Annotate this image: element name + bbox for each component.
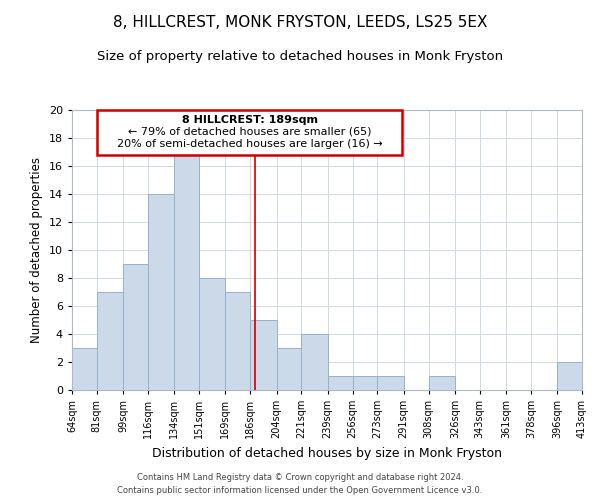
Bar <box>377 376 404 390</box>
Bar <box>277 348 301 390</box>
X-axis label: Distribution of detached houses by size in Monk Fryston: Distribution of detached houses by size … <box>152 446 502 460</box>
Bar <box>199 278 226 390</box>
Bar <box>328 376 353 390</box>
Text: Size of property relative to detached houses in Monk Fryston: Size of property relative to detached ho… <box>97 50 503 63</box>
Bar <box>174 152 199 390</box>
Text: 8 HILLCREST: 189sqm: 8 HILLCREST: 189sqm <box>182 115 317 125</box>
Bar <box>72 348 97 390</box>
Text: ← 79% of detached houses are smaller (65): ← 79% of detached houses are smaller (65… <box>128 126 371 136</box>
Bar <box>123 264 148 390</box>
Bar <box>428 376 455 390</box>
Bar <box>148 194 174 390</box>
Bar <box>301 334 328 390</box>
Bar <box>250 320 277 390</box>
Bar <box>226 292 250 390</box>
Text: Contains public sector information licensed under the Open Government Licence v3: Contains public sector information licen… <box>118 486 482 495</box>
Text: 8, HILLCREST, MONK FRYSTON, LEEDS, LS25 5EX: 8, HILLCREST, MONK FRYSTON, LEEDS, LS25 … <box>113 15 487 30</box>
Bar <box>97 292 123 390</box>
Y-axis label: Number of detached properties: Number of detached properties <box>30 157 43 343</box>
Text: Contains HM Land Registry data © Crown copyright and database right 2024.: Contains HM Land Registry data © Crown c… <box>137 474 463 482</box>
Text: 20% of semi-detached houses are larger (16) →: 20% of semi-detached houses are larger (… <box>116 140 382 149</box>
FancyBboxPatch shape <box>97 110 402 155</box>
Bar <box>353 376 377 390</box>
Bar <box>557 362 582 390</box>
